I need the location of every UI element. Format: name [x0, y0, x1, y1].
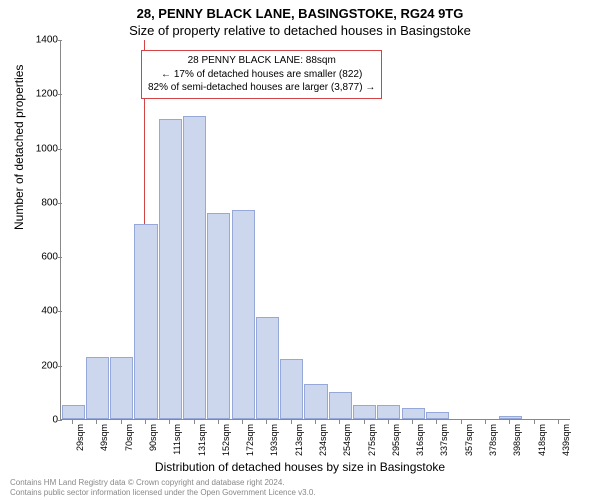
x-tick-mark — [412, 420, 413, 424]
x-tick-mark — [315, 420, 316, 424]
bar — [110, 357, 133, 419]
bar — [377, 405, 400, 419]
chart-title-line1: 28, PENNY BLACK LANE, BASINGSTOKE, RG24 … — [0, 0, 600, 21]
x-tick-mark — [266, 420, 267, 424]
y-axis-label: Number of detached properties — [12, 65, 26, 230]
x-tick-mark — [364, 420, 365, 424]
plot: 28 PENNY BLACK LANE: 88sqm← 17% of detac… — [60, 40, 570, 420]
bar — [232, 210, 255, 419]
x-tick-mark — [72, 420, 73, 424]
x-axis: 29sqm 49sqm 70sqm 90sqm 111sqm 131sqm 152sqm 17… — [60, 420, 570, 460]
x-tick-label: 152sqm — [221, 424, 231, 456]
bar — [62, 405, 85, 419]
y-tick-label: 400 — [41, 306, 58, 317]
y-tick-label: 600 — [41, 252, 58, 263]
plot-area: 28 PENNY BLACK LANE: 88sqm← 17% of detac… — [60, 40, 570, 420]
x-tick-mark — [121, 420, 122, 424]
x-tick-mark — [96, 420, 97, 424]
x-tick-label: 439sqm — [561, 424, 571, 456]
footer-line1: Contains HM Land Registry data © Crown c… — [10, 478, 316, 488]
x-tick-mark — [461, 420, 462, 424]
x-tick-label: 70sqm — [124, 424, 134, 451]
y-tick-mark — [58, 203, 62, 204]
x-tick-label: 234sqm — [318, 424, 328, 456]
annotation-box: 28 PENNY BLACK LANE: 88sqm← 17% of detac… — [141, 50, 382, 99]
x-tick-label: 29sqm — [75, 424, 85, 451]
x-tick-label: 172sqm — [245, 424, 255, 456]
x-tick-mark — [339, 420, 340, 424]
x-tick-mark — [291, 420, 292, 424]
y-tick-mark — [58, 257, 62, 258]
x-tick-label: 418sqm — [537, 424, 547, 456]
x-tick-label: 111sqm — [172, 424, 182, 455]
bar — [134, 224, 157, 419]
x-tick-label: 49sqm — [99, 424, 109, 451]
x-tick-label: 131sqm — [197, 424, 207, 456]
x-tick-label: 295sqm — [391, 424, 401, 456]
chart-container: 28, PENNY BLACK LANE, BASINGSTOKE, RG24 … — [0, 0, 600, 500]
x-tick-label: 254sqm — [342, 424, 352, 456]
bar — [183, 116, 206, 419]
footer-line2: Contains public sector information licen… — [10, 488, 316, 498]
bar — [304, 384, 327, 419]
footer: Contains HM Land Registry data © Crown c… — [10, 478, 316, 498]
chart-title-line2: Size of property relative to detached ho… — [0, 21, 600, 38]
annotation-line: 82% of semi-detached houses are larger (… — [148, 81, 375, 95]
bar — [207, 213, 230, 419]
x-tick-label: 316sqm — [415, 424, 425, 456]
y-tick-mark — [58, 311, 62, 312]
x-tick-label: 90sqm — [148, 424, 158, 451]
y-tick-mark — [58, 366, 62, 367]
y-tick-label: 1200 — [36, 89, 58, 100]
bar — [426, 412, 449, 419]
bar — [159, 119, 182, 419]
x-tick-mark — [169, 420, 170, 424]
x-tick-label: 357sqm — [464, 424, 474, 456]
x-tick-mark — [436, 420, 437, 424]
y-tick-label: 1000 — [36, 143, 58, 154]
x-axis-label: Distribution of detached houses by size … — [0, 460, 600, 474]
x-tick-mark — [485, 420, 486, 424]
bar — [86, 357, 109, 419]
bar — [280, 359, 303, 419]
y-axis: 0200400600800100012001400 — [32, 40, 60, 420]
annotation-line: ← 17% of detached houses are smaller (82… — [148, 68, 375, 82]
y-tick-label: 1400 — [36, 35, 58, 46]
y-tick-label: 200 — [41, 360, 58, 371]
x-tick-label: 275sqm — [367, 424, 377, 456]
y-tick-mark — [58, 420, 62, 421]
annotation-line: 28 PENNY BLACK LANE: 88sqm — [148, 54, 375, 68]
x-tick-label: 213sqm — [294, 424, 304, 456]
x-tick-mark — [194, 420, 195, 424]
y-tick-mark — [58, 40, 62, 41]
x-tick-mark — [218, 420, 219, 424]
y-tick-mark — [58, 94, 62, 95]
bar — [353, 405, 376, 419]
y-tick-label: 800 — [41, 197, 58, 208]
x-tick-mark — [558, 420, 559, 424]
bar — [329, 392, 352, 419]
x-tick-label: 337sqm — [439, 424, 449, 456]
x-tick-mark — [242, 420, 243, 424]
x-tick-label: 378sqm — [488, 424, 498, 456]
x-tick-label: 398sqm — [512, 424, 522, 456]
x-tick-mark — [388, 420, 389, 424]
x-tick-label: 193sqm — [269, 424, 279, 456]
x-tick-mark — [509, 420, 510, 424]
bar — [256, 317, 279, 419]
bar — [499, 416, 522, 419]
x-tick-mark — [145, 420, 146, 424]
y-tick-mark — [58, 149, 62, 150]
x-tick-mark — [534, 420, 535, 424]
bar — [402, 408, 425, 419]
